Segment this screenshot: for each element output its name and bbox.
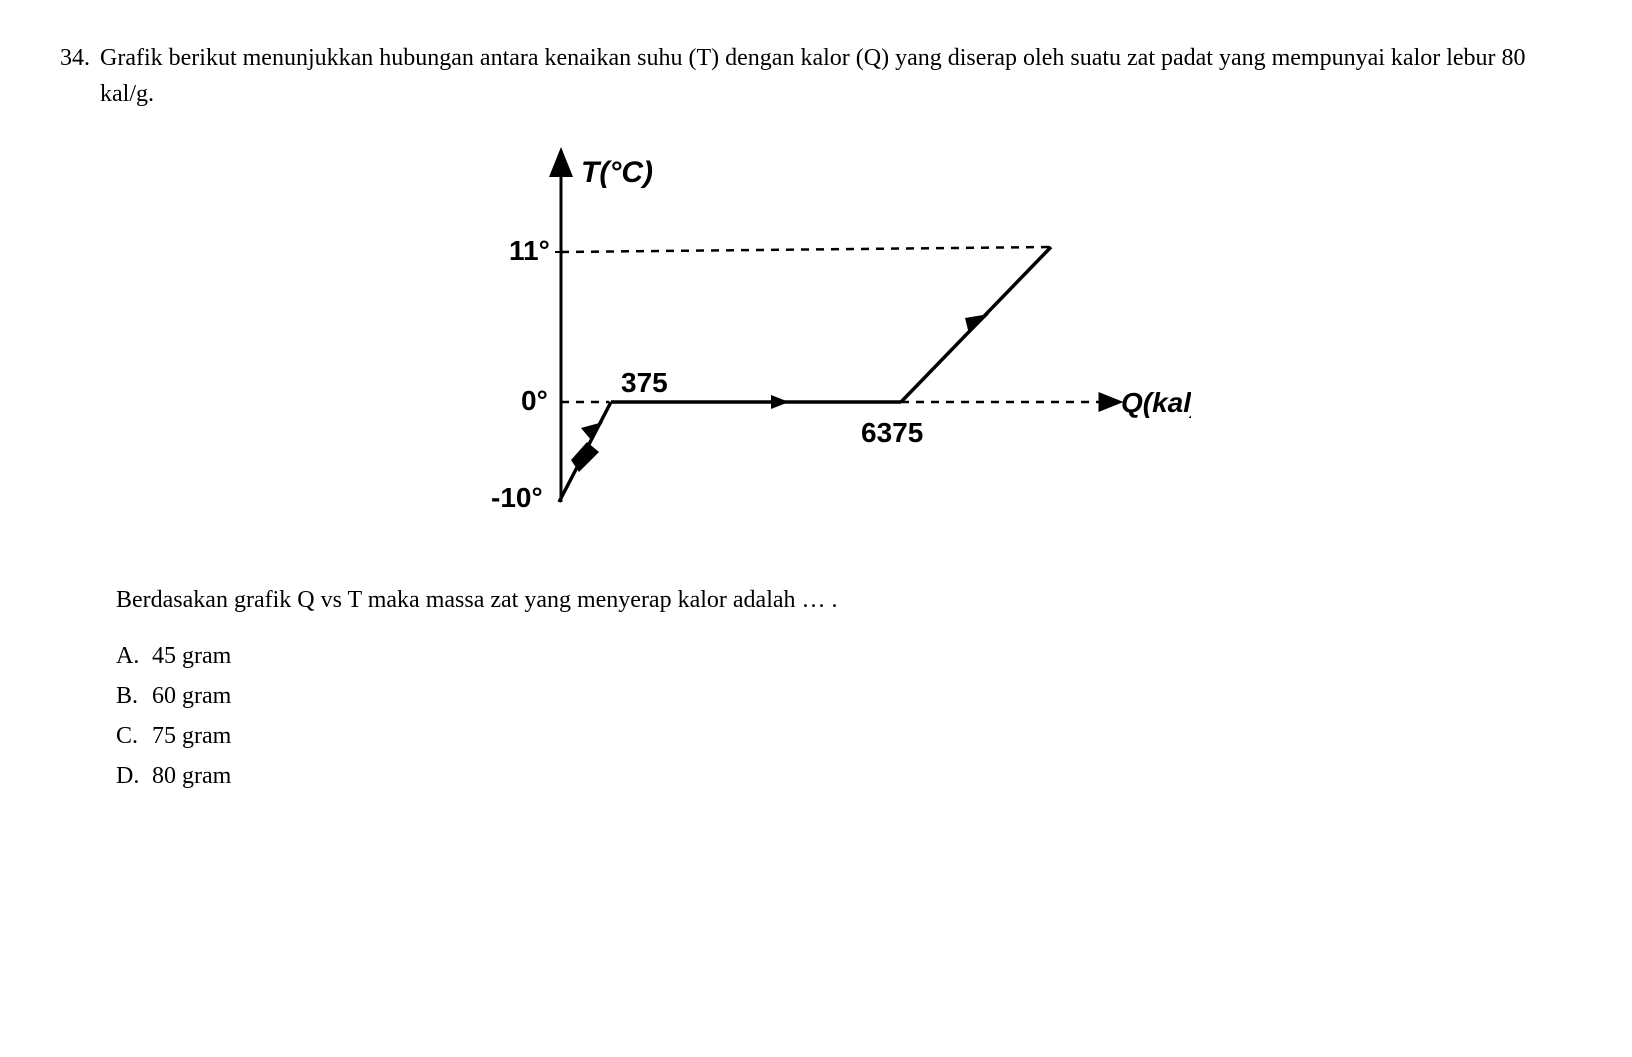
option-a-text: 45 gram <box>152 638 231 674</box>
option-a-letter: A. <box>116 638 144 674</box>
sub-question-text: Berdasakan grafik Q vs T maka massa zat … <box>116 582 1572 618</box>
option-c[interactable]: C. 75 gram <box>116 718 1572 754</box>
ytick-0: 0° <box>521 385 548 416</box>
dashed-11 <box>561 247 1051 252</box>
arrow-seg1-icon <box>581 422 603 440</box>
question-text: Grafik berikut menunjukkan hubungan anta… <box>100 40 1572 112</box>
option-b[interactable]: B. 60 gram <box>116 678 1572 714</box>
option-c-letter: C. <box>116 718 144 754</box>
option-b-letter: B. <box>116 678 144 714</box>
question-number: 34. <box>60 40 90 76</box>
option-a[interactable]: A. 45 gram <box>116 638 1572 674</box>
option-d[interactable]: D. 80 gram <box>116 758 1572 794</box>
x-axis-label: Q(kal) <box>1121 387 1191 418</box>
y-axis-label: T(°C) <box>581 156 653 189</box>
arrow-seg2-icon <box>771 395 789 409</box>
option-b-text: 60 gram <box>152 678 231 714</box>
temperature-heat-graph: T(°C) Q(kal) 11° 0° -10° <box>441 142 1191 542</box>
graph-container: T(°C) Q(kal) 11° 0° -10° <box>60 142 1572 542</box>
answer-options: A. 45 gram B. 60 gram C. 75 gram D. 80 g… <box>116 638 1572 794</box>
xtick-6375: 6375 <box>861 417 923 448</box>
option-c-text: 75 gram <box>152 718 231 754</box>
ytick-neg10: -10° <box>491 482 543 513</box>
option-d-letter: D. <box>116 758 144 794</box>
xtick-375: 375 <box>621 367 668 398</box>
option-d-text: 80 gram <box>152 758 231 794</box>
arrow-seg3-icon <box>965 314 989 334</box>
ytick-11: 11° <box>509 235 550 266</box>
question-block: 34. Grafik berikut menunjukkan hubungan … <box>60 40 1572 112</box>
